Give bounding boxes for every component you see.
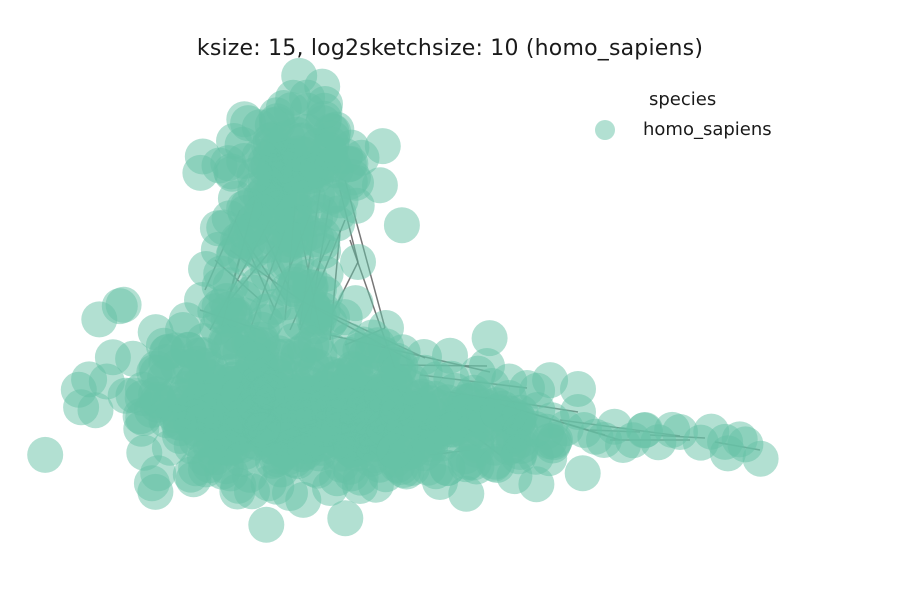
node [228,214,264,250]
node [194,392,230,429]
node [422,464,458,500]
legend-title: species [649,89,717,110]
node [393,391,430,428]
node [361,167,398,204]
node [342,468,378,504]
node [162,418,198,454]
node [277,267,313,303]
node [272,221,309,258]
legend-label: homo_sapiens [643,119,772,140]
node [662,414,698,450]
node [383,207,420,244]
node [312,470,348,506]
node [140,382,176,418]
node [265,90,302,126]
node [324,374,361,410]
node [280,135,317,172]
node [537,422,573,458]
node [276,441,313,478]
node [314,300,350,336]
node [327,500,364,537]
node [439,402,476,439]
node [338,187,375,224]
node [348,337,385,374]
node-layer [27,57,779,543]
node [450,444,486,480]
node [560,394,596,430]
node [165,312,201,348]
legend-entry-homo-sapiens: homo_sapiens [588,118,848,142]
legend-marker-icon [595,120,615,140]
node [406,339,442,375]
node [305,411,342,447]
node [564,455,601,492]
node [502,434,538,470]
node [184,282,220,318]
node [314,146,351,183]
node [248,506,285,543]
node [509,370,545,406]
node [627,412,663,448]
node [249,373,286,410]
chart-title: ksize: 15, log2sketchsize: 10 (homo_sapi… [196,36,704,61]
node [216,123,252,159]
node [88,363,125,400]
node [105,286,142,323]
node [63,389,100,426]
node [469,348,505,384]
node [305,233,342,270]
node [188,251,224,287]
node [394,450,430,486]
node [500,401,537,437]
node [307,86,343,122]
node [213,353,250,390]
node [471,320,508,357]
node [368,310,404,346]
node [742,440,779,477]
node [245,239,282,276]
node [340,244,376,280]
node [211,291,247,328]
node [433,360,470,397]
node [709,435,746,472]
node [187,440,223,476]
node [182,154,219,191]
node [224,441,261,477]
node [27,436,64,473]
node [272,475,308,511]
node [291,357,328,394]
